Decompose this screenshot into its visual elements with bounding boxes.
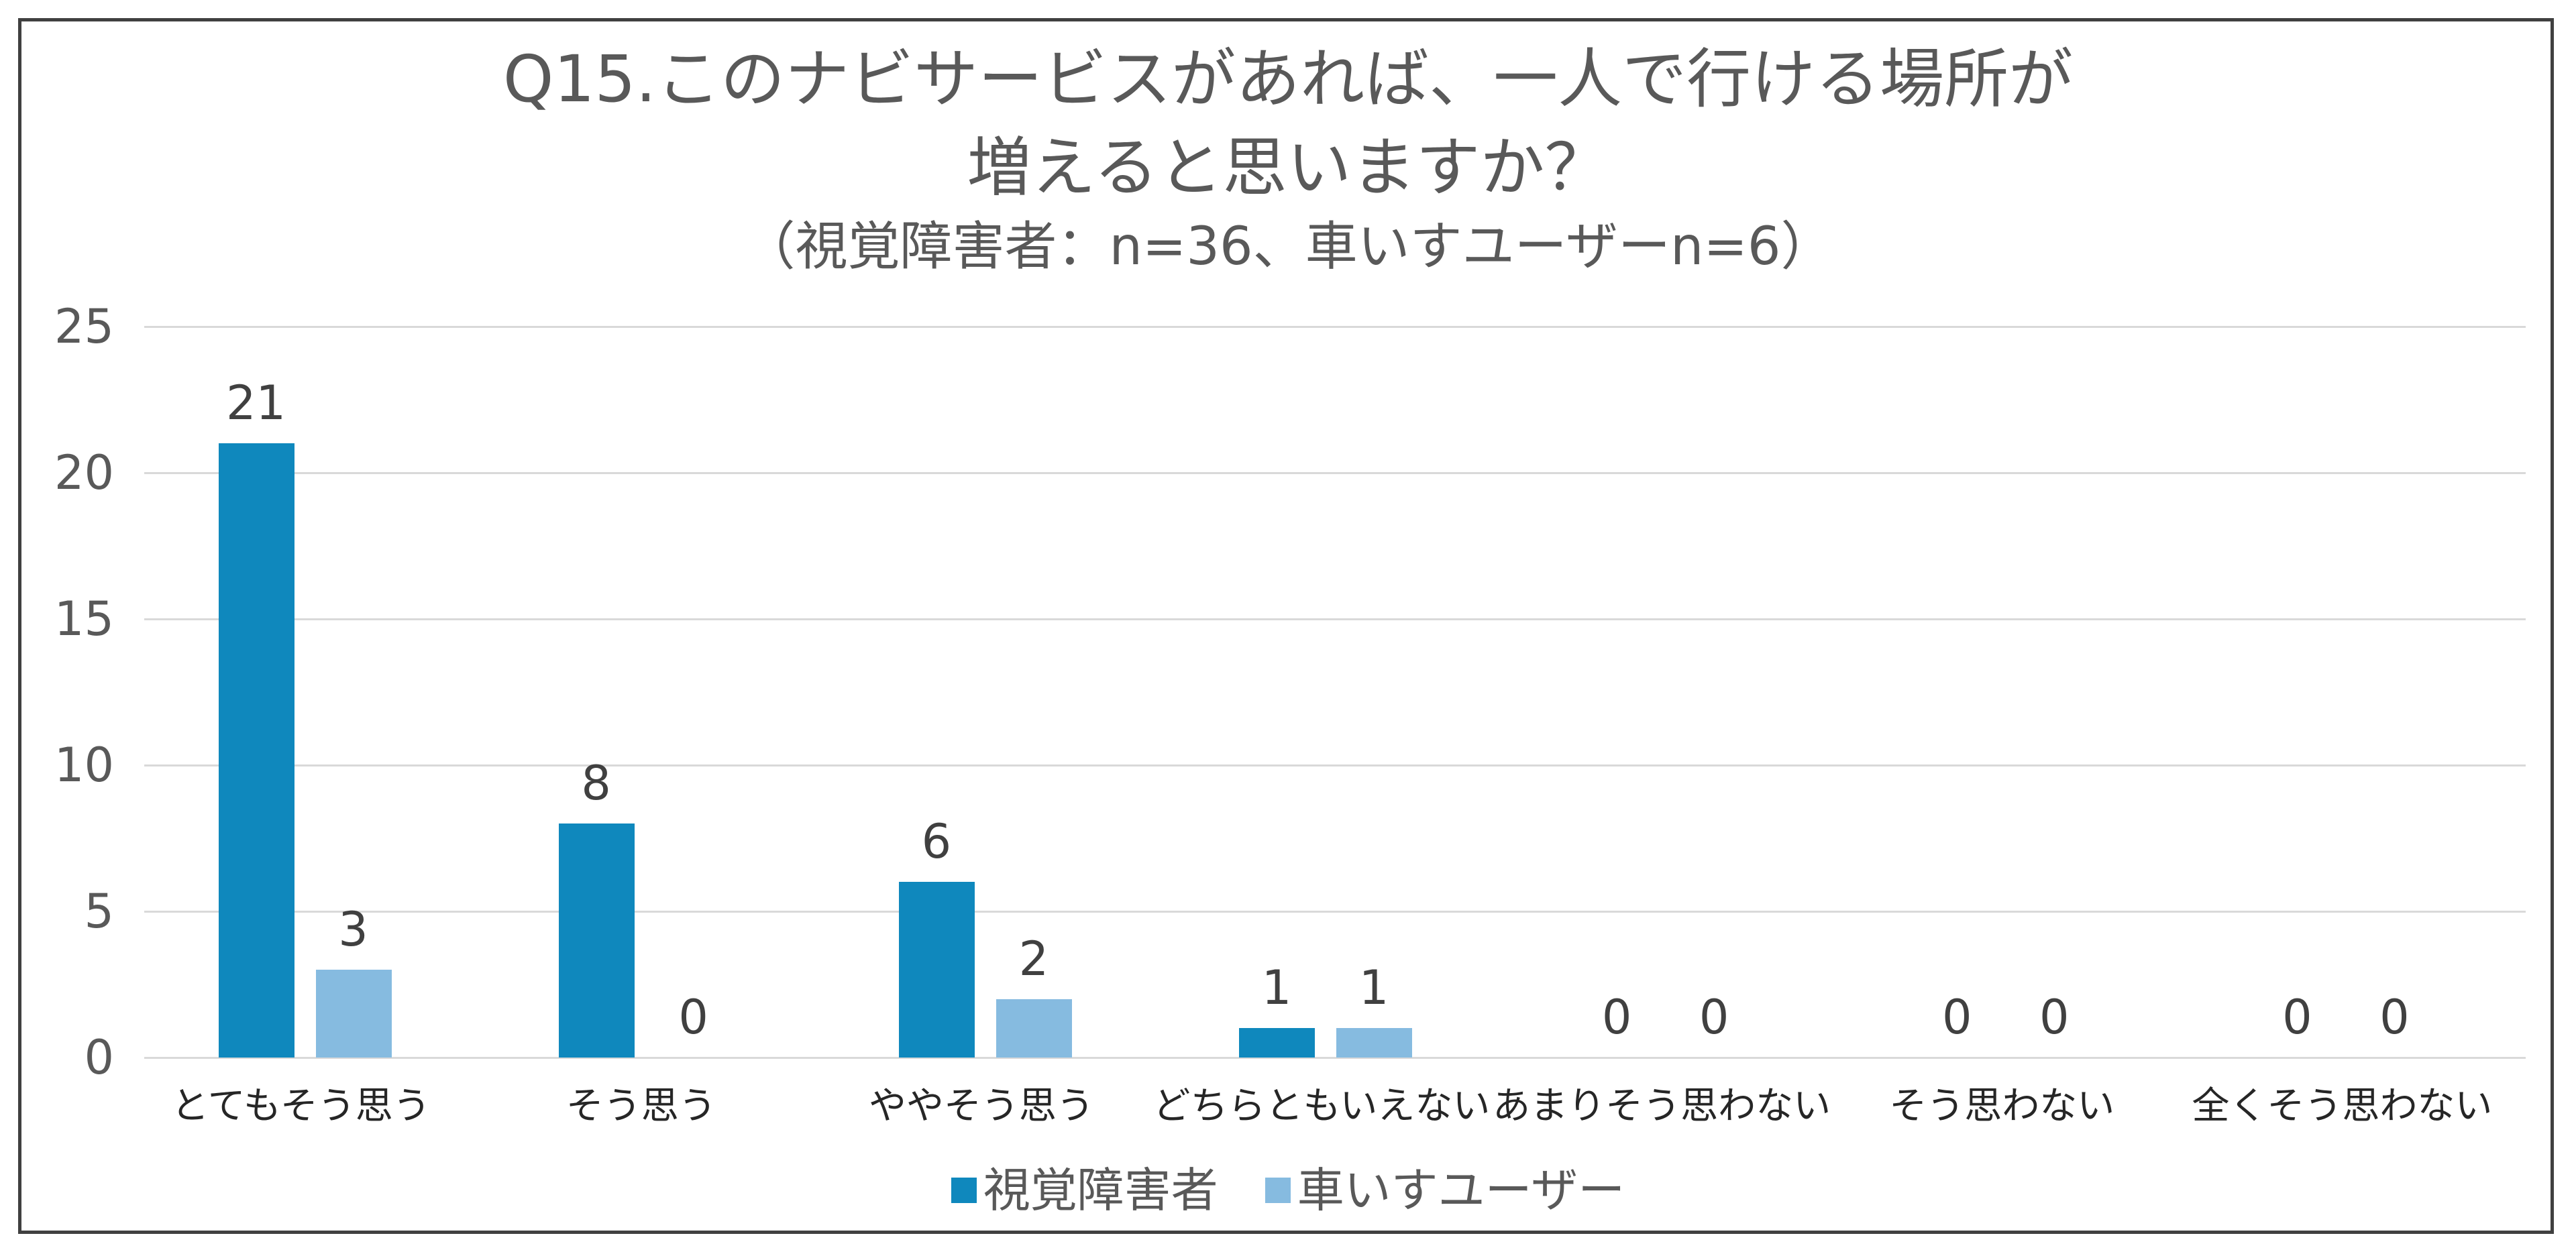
gridline xyxy=(144,472,2526,474)
data-label: 3 xyxy=(338,902,368,958)
data-label: 6 xyxy=(921,814,952,870)
y-tick-label: 5 xyxy=(84,884,114,939)
bar-s0-2[interactable] xyxy=(898,882,975,1058)
gridline xyxy=(144,764,2526,766)
y-tick-label: 20 xyxy=(54,445,114,500)
legend-item-visually-impaired[interactable]: 視覚障害者 xyxy=(951,1160,1218,1220)
data-label: 0 xyxy=(2282,990,2312,1045)
bar-s0-0[interactable] xyxy=(218,443,294,1058)
bar-s0-3[interactable] xyxy=(1239,1028,1315,1058)
data-label: 0 xyxy=(1601,990,1632,1045)
legend-label: 視覚障害者 xyxy=(983,1163,1218,1218)
x-axis-label: あまりそう思わない xyxy=(1493,1084,1831,1128)
x-axis-label: そう思う xyxy=(566,1084,716,1128)
legend-item-wheelchair[interactable]: 車いすユーザー xyxy=(1265,1160,1625,1220)
gridline xyxy=(144,326,2526,328)
y-tick-label: 10 xyxy=(54,738,114,793)
bar-s1-2[interactable] xyxy=(996,999,1072,1058)
gridline xyxy=(144,618,2526,620)
x-axis-label: そう思わない xyxy=(1889,1084,2115,1128)
y-tick-label: 25 xyxy=(54,299,114,354)
legend-swatch-icon xyxy=(951,1178,977,1203)
chart-title-line2: 増えると思いますか？ xyxy=(967,130,1609,205)
data-label: 1 xyxy=(1261,960,1292,1016)
x-axis-label: ややそう思う xyxy=(868,1084,1094,1128)
data-label: 0 xyxy=(678,990,708,1045)
bar-s0-1[interactable] xyxy=(558,823,635,1058)
legend-label: 車いすユーザー xyxy=(1297,1163,1625,1218)
x-axis-label: 全くそう思わない xyxy=(2192,1084,2493,1128)
chart-title-line1: Q15.このナビサービスがあれば、一人で行ける場所が xyxy=(502,42,2074,117)
x-axis-label: どちらともいえない xyxy=(1152,1084,1491,1128)
y-tick-label: 0 xyxy=(84,1030,114,1085)
data-label: 21 xyxy=(226,376,286,431)
gridline xyxy=(144,1057,2526,1059)
y-tick-label: 15 xyxy=(54,591,114,646)
chart-subtitle: （視覚障害者：n=36、車いすユーザーn=6） xyxy=(743,217,1833,277)
bar-s1-0[interactable] xyxy=(315,970,392,1058)
data-label: 0 xyxy=(2379,990,2410,1045)
data-label: 8 xyxy=(581,756,611,811)
legend: 視覚障害者 車いすユーザー xyxy=(0,1160,2576,1220)
gridline xyxy=(144,911,2526,913)
data-label: 0 xyxy=(1942,990,1972,1045)
data-label: 2 xyxy=(1018,931,1049,986)
data-label: 0 xyxy=(2039,990,2070,1045)
bar-s1-3[interactable] xyxy=(1336,1028,1412,1058)
x-axis-label: とてもそう思う xyxy=(171,1084,431,1128)
data-label: 0 xyxy=(1699,990,1729,1045)
data-label: 1 xyxy=(1358,960,1389,1016)
legend-swatch-icon xyxy=(1265,1178,1291,1203)
